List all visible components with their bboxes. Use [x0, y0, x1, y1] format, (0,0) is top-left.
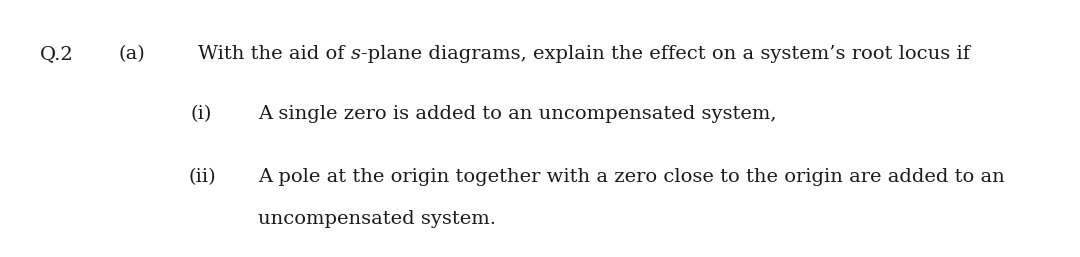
- Text: (i): (i): [191, 105, 213, 123]
- Text: With the aid of: With the aid of: [198, 45, 351, 63]
- Text: s: s: [351, 45, 361, 63]
- Text: A single zero is added to an uncompensated system,: A single zero is added to an uncompensat…: [258, 105, 777, 123]
- Text: uncompensated system.: uncompensated system.: [258, 210, 496, 228]
- Text: A pole at the origin together with a zero close to the origin are added to an: A pole at the origin together with a zer…: [258, 168, 1004, 186]
- Text: (a): (a): [118, 45, 145, 63]
- Text: Q.2: Q.2: [40, 45, 73, 63]
- Text: -plane diagrams, explain the effect on a system’s root locus if: -plane diagrams, explain the effect on a…: [361, 45, 970, 63]
- Text: (ii): (ii): [188, 168, 216, 186]
